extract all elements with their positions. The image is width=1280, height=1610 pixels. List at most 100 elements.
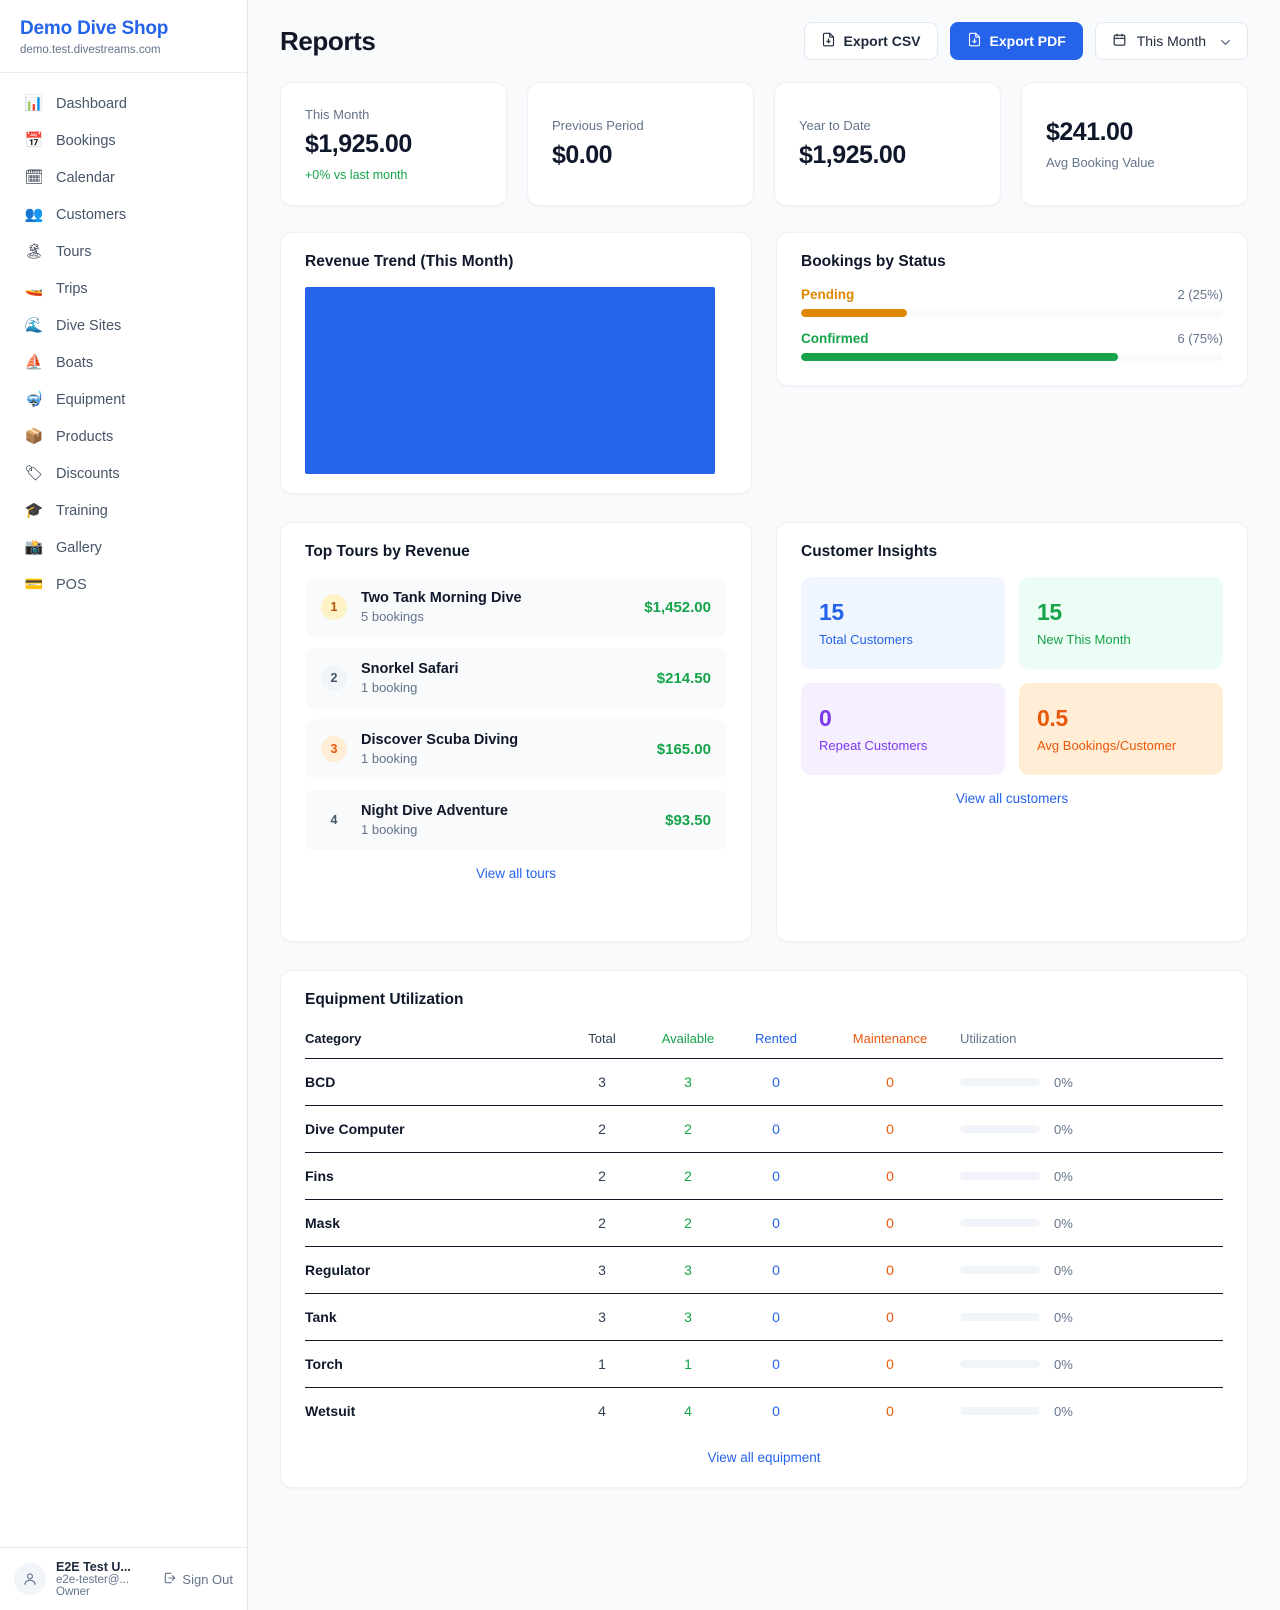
sidebar-item-boats[interactable]: ⛵ Boats [12, 345, 235, 381]
insight-value: 15 [819, 599, 844, 625]
sidebar-item-products[interactable]: 📦 Products [12, 419, 235, 455]
sailboat-icon: ⛵ [24, 354, 44, 371]
overview-row: Revenue Trend (This Month) Bookings by S… [280, 232, 1248, 494]
sidebar-item-label: Gallery [56, 540, 102, 556]
equipment-table: Category Total Available Rented Maintenance U… [305, 1025, 1223, 1434]
sidebar-item-label: Discounts [56, 466, 120, 482]
sidebar-item-pos[interactable]: 💳 POS [12, 567, 235, 603]
bookings-by-status-panel: Bookings by Status Pending 2 (25%) Confirm… [776, 232, 1248, 386]
sidebar-item-equipment[interactable]: 🤿 Equipment [12, 382, 235, 418]
calendar-icon: 📅 [24, 132, 44, 149]
sidebar-item-label: Calendar [56, 170, 115, 186]
tour-name: Snorkel Safari [361, 661, 459, 677]
cell-total: 2 [560, 1199, 644, 1247]
customer-insights-panel: Customer Insights 15 Total Customers 15 New… [776, 522, 1248, 942]
stat-value: $0.00 [552, 141, 613, 169]
period-select[interactable]: This Month [1094, 22, 1248, 60]
cell-category: Wetsuit [305, 1387, 560, 1434]
insight-card: 0 Repeat Customers [801, 683, 1005, 775]
sidebar-item-dive-sites[interactable]: 🌊 Dive Sites [12, 308, 235, 344]
table-row: Mask 2 2 0 0 0% [305, 1199, 1223, 1247]
cell-available: 2 [644, 1199, 732, 1247]
status-progress-fill [801, 309, 907, 317]
sidebar-item-dashboard[interactable]: 📊 Dashboard [12, 86, 235, 122]
cell-maintenance: 0 [820, 1199, 960, 1247]
sidebar-item-training[interactable]: 🎓 Training [12, 493, 235, 529]
tour-revenue: $214.50 [656, 669, 711, 687]
column-header: Total [588, 1031, 616, 1046]
stat-card: Year to Date $1,925.00 [774, 82, 1001, 206]
insight-label: Total Customers [819, 632, 913, 647]
cell-rented: 0 [732, 1058, 820, 1106]
utilization-percent: 0% [1054, 1074, 1073, 1090]
equipment-utilization-title: Equipment Utilization [305, 991, 464, 1008]
diving-mask-icon: 🤿 [24, 391, 44, 408]
credit-card-icon: 💳 [24, 576, 44, 593]
sidebar-item-gallery[interactable]: 📸 Gallery [12, 530, 235, 566]
table-row: BCD 3 3 0 0 0% [305, 1058, 1223, 1106]
sidebar-item-label: Boats [56, 355, 94, 371]
view-all-equipment-link[interactable]: View all equipment [707, 1450, 821, 1465]
table-row: Fins 2 2 0 0 0% [305, 1152, 1223, 1200]
column-header: Utilization [960, 1031, 1017, 1046]
file-download-icon [821, 32, 836, 50]
table-row: Torch 1 1 0 0 0% [305, 1340, 1223, 1388]
view-all-tours-link[interactable]: View all tours [475, 866, 557, 881]
cell-available: 3 [644, 1293, 732, 1341]
cell-available: 3 [644, 1058, 732, 1106]
sidebar-item-label: Dive Sites [56, 318, 122, 334]
cell-available: 4 [644, 1387, 732, 1434]
sidebar-item-customers[interactable]: 👥 Customers [12, 197, 235, 233]
utilization-progress-track [960, 1360, 1040, 1368]
sidebar-item-bookings[interactable]: 📅 Bookings [12, 123, 235, 159]
utilization-percent: 0% [1054, 1403, 1073, 1419]
export-csv-button[interactable]: Export CSV [803, 22, 938, 60]
cell-maintenance: 0 [820, 1340, 960, 1388]
cell-category: Regulator [305, 1246, 560, 1294]
chart-bar-icon: 📊 [24, 95, 44, 112]
table-row: Regulator 3 3 0 0 0% [305, 1246, 1223, 1294]
status-rows: Pending 2 (25%) Confirmed 6 (75%) [801, 287, 1223, 361]
sidebar-item-tours[interactable]: 🏝 Tours [12, 234, 235, 270]
sign-out-button[interactable]: Sign Out [163, 1571, 233, 1588]
sidebar-item-label: Training [56, 503, 108, 519]
column-header: Available [661, 1031, 715, 1046]
cell-rented: 0 [732, 1387, 820, 1434]
cell-maintenance: 0 [820, 1105, 960, 1153]
user-name: E2E Test U... [56, 1560, 131, 1574]
cell-maintenance: 0 [820, 1152, 960, 1200]
cell-total: 3 [560, 1293, 644, 1341]
list-item[interactable]: 1 Two Tank Morning Dive 5 bookings $1,452.0… [305, 577, 727, 637]
sidebar-item-label: Customers [56, 207, 127, 223]
sidebar-item-trips[interactable]: 🚤 Trips [12, 271, 235, 307]
utilization-progress-track [960, 1266, 1040, 1274]
sidebar-item-discounts[interactable]: 🏷 Discounts [12, 456, 235, 492]
tag-icon: 🏷 [24, 465, 44, 482]
cell-total: 2 [560, 1105, 644, 1153]
utilization-percent: 0% [1054, 1262, 1073, 1278]
cell-maintenance: 0 [820, 1246, 960, 1294]
insight-label: New This Month [1037, 632, 1131, 647]
tour-name: Discover Scuba Diving [361, 732, 519, 748]
insight-label: Repeat Customers [819, 738, 928, 753]
utilization-percent: 0% [1054, 1356, 1073, 1372]
list-item[interactable]: 3 Discover Scuba Diving 1 booking $165.00 [305, 719, 727, 779]
status-name: Confirmed [801, 331, 869, 346]
stat-label: Avg Booking Value [1046, 155, 1155, 170]
table-row: Tank 3 3 0 0 0% [305, 1293, 1223, 1341]
customer-insights-title: Customer Insights [801, 543, 938, 560]
export-pdf-button[interactable]: Export PDF [949, 22, 1083, 60]
sidebar-item-label: Bookings [56, 133, 116, 149]
tour-bookings-count: 1 booking [361, 680, 418, 695]
table-header-row: Category Total Available Rented Maintenance U… [305, 1025, 1223, 1059]
list-item[interactable]: 4 Night Dive Adventure 1 booking $93.50 [305, 790, 727, 850]
sidebar-item-calendar[interactable]: 🗓 Calendar [12, 160, 235, 196]
stat-card: This Month $1,925.00 +0% vs last month [280, 82, 507, 206]
brand-block[interactable]: Demo Dive Shop demo.test.divestreams.com [0, 0, 247, 73]
list-item[interactable]: 2 Snorkel Safari 1 booking $214.50 [305, 648, 727, 708]
insight-value: 15 [1037, 599, 1062, 625]
utilization-percent: 0% [1054, 1121, 1073, 1137]
view-all-customers-link[interactable]: View all customers [955, 791, 1069, 806]
page-header: Reports Export CSV E [280, 22, 1248, 60]
